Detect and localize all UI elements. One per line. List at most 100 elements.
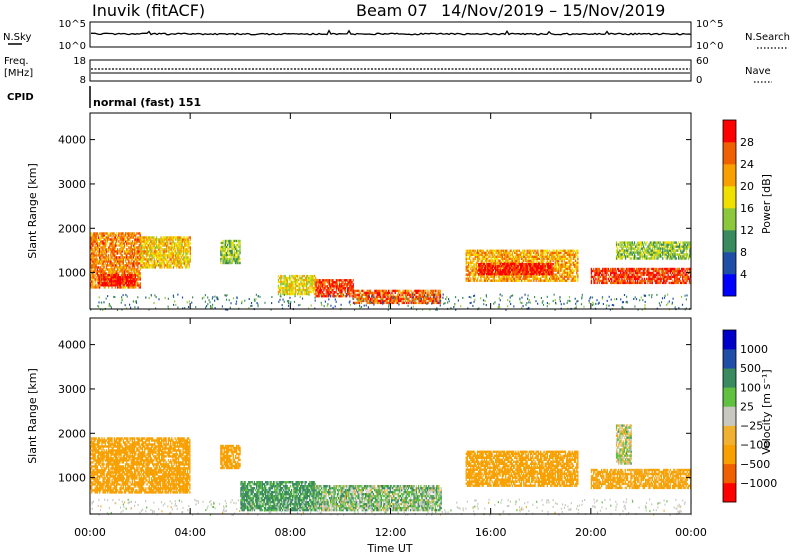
heatmap-cell-9 (669, 267, 671, 271)
heatmap-cell-7 (496, 279, 498, 282)
heatmap-cell-8 (514, 264, 516, 268)
heatmap-cell-0 (136, 272, 138, 275)
heatmap-cell-0 (136, 270, 138, 273)
heatmap-cell-2 (148, 246, 150, 249)
heatmap-cell-1 (109, 282, 112, 285)
heatmap-cell-9 (666, 279, 668, 283)
heatmap-cell-2 (151, 258, 153, 261)
heatmap-cell-2 (185, 258, 187, 261)
heatmap-cell-7 (569, 275, 571, 278)
heatmap-cell-2 (172, 246, 175, 249)
heatmap-cell-7 (485, 261, 488, 264)
heatmap-cell-9 (649, 281, 651, 285)
heatmap-cell-7 (561, 273, 563, 276)
heatmap-cell-7 (517, 259, 519, 262)
heatmap-cell-0 (95, 248, 97, 251)
heatmap-cell-8 (516, 264, 518, 268)
heatmap-cell-0 (133, 286, 136, 289)
heatmap-cell-9 (643, 271, 646, 275)
heatmap-cell-0 (127, 264, 129, 267)
heatmap-cell-5 (324, 295, 326, 298)
heatmap-cell-7 (572, 255, 574, 258)
heatmap-cell-7 (491, 255, 493, 258)
heatmap-cell-1 (121, 276, 123, 279)
heatmap-cell-7 (481, 257, 483, 260)
heatmap-cell-7 (472, 265, 474, 268)
heatmap-cell-2 (167, 240, 169, 243)
heatmap-cell-8 (546, 266, 549, 270)
heatmap-cell-9 (650, 267, 652, 271)
heatmap-cell-7 (555, 249, 558, 252)
heatmap-cell-8 (507, 268, 509, 272)
heatmap-cell-0 (91, 234, 93, 237)
heatmap-cell-9 (675, 269, 677, 273)
heatmap-cell-3 (236, 245, 238, 249)
heatmap-cell-3 (233, 253, 235, 257)
heatmap-cell-5 (334, 285, 336, 288)
heatmap-cell-2 (159, 242, 161, 245)
heatmap-cell-0 (91, 270, 93, 273)
heatmap-cell-1 (98, 276, 100, 279)
heatmap-cell-0 (92, 282, 94, 285)
heatmap-cell-9 (665, 281, 667, 285)
heatmap-cell-2 (144, 266, 146, 269)
heatmap-cell-0 (110, 252, 112, 255)
heatmap-cell-10 (615, 245, 618, 248)
heatmap-cell-7 (524, 279, 526, 282)
heatmap-cell-7 (553, 269, 555, 272)
heatmap-cell-4 (310, 278, 312, 282)
heatmap-cell-2 (179, 266, 181, 269)
heatmap-cell-6 (407, 301, 409, 305)
heatmap-cell-9 (647, 269, 649, 273)
heatmap-cell-1 (107, 282, 109, 285)
heatmap-cell-2 (149, 254, 151, 257)
heatmap-cell-9 (619, 281, 621, 285)
heatmap-cell-7 (510, 277, 512, 280)
heatmap-cell-8 (549, 264, 551, 268)
heatmap-cell-7 (517, 279, 519, 282)
heatmap-cell-4 (307, 292, 309, 296)
heatmap-cell-0 (108, 250, 110, 253)
heatmap-cell-4 (307, 276, 309, 280)
heatmap-cell-0 (126, 242, 128, 245)
heatmap-cell-7 (536, 255, 538, 258)
heatmap-cell-7 (563, 263, 565, 266)
heatmap-cell-7 (567, 249, 569, 252)
heatmap-cell-7 (465, 263, 467, 266)
heatmap-cell-8 (518, 270, 520, 274)
heatmap-cell-0 (95, 264, 97, 267)
heatmap-cell-6 (421, 295, 423, 299)
heatmap-cell-3 (230, 257, 232, 261)
heatmap-cell-0 (126, 248, 128, 251)
heatmap-cell-7 (500, 255, 502, 258)
heatmap-cell-9 (614, 267, 616, 271)
heatmap-cell-7 (507, 275, 509, 278)
heatmap-cell-2 (182, 238, 185, 241)
heatmap-cell-4 (289, 282, 291, 286)
heatmap-cell-7 (505, 279, 507, 282)
heatmap-cell-6 (396, 301, 399, 305)
heatmap-cell-7 (569, 261, 571, 264)
heatmap-cell-3 (223, 259, 225, 263)
heatmap-cell-3 (227, 261, 229, 265)
heatmap-cell-2 (170, 246, 172, 249)
heatmap-cell-8 (527, 272, 529, 276)
heatmap-cell-7 (567, 271, 569, 274)
heatmap-cell-9 (640, 267, 642, 271)
heatmap-cell-0 (92, 278, 94, 281)
heatmap-cell-7 (510, 249, 512, 252)
heatmap-cell-3 (220, 245, 222, 249)
heatmap-cell-2 (143, 250, 145, 253)
heatmap-cell-0 (136, 268, 138, 271)
heatmap-cell-9 (684, 269, 686, 273)
heatmap-cell-6 (383, 295, 385, 299)
heatmap-cell-7 (534, 255, 536, 258)
heatmap-cell-0 (91, 260, 93, 263)
heatmap-cell-4 (277, 278, 280, 282)
heatmap-cell-5 (319, 281, 322, 284)
heatmap-cell-0 (138, 262, 140, 265)
heatmap-cell-4 (292, 290, 294, 294)
heatmap-cell-7 (556, 267, 559, 270)
heatmap-cell-0 (93, 266, 95, 269)
heatmap-cell-9 (629, 275, 631, 279)
